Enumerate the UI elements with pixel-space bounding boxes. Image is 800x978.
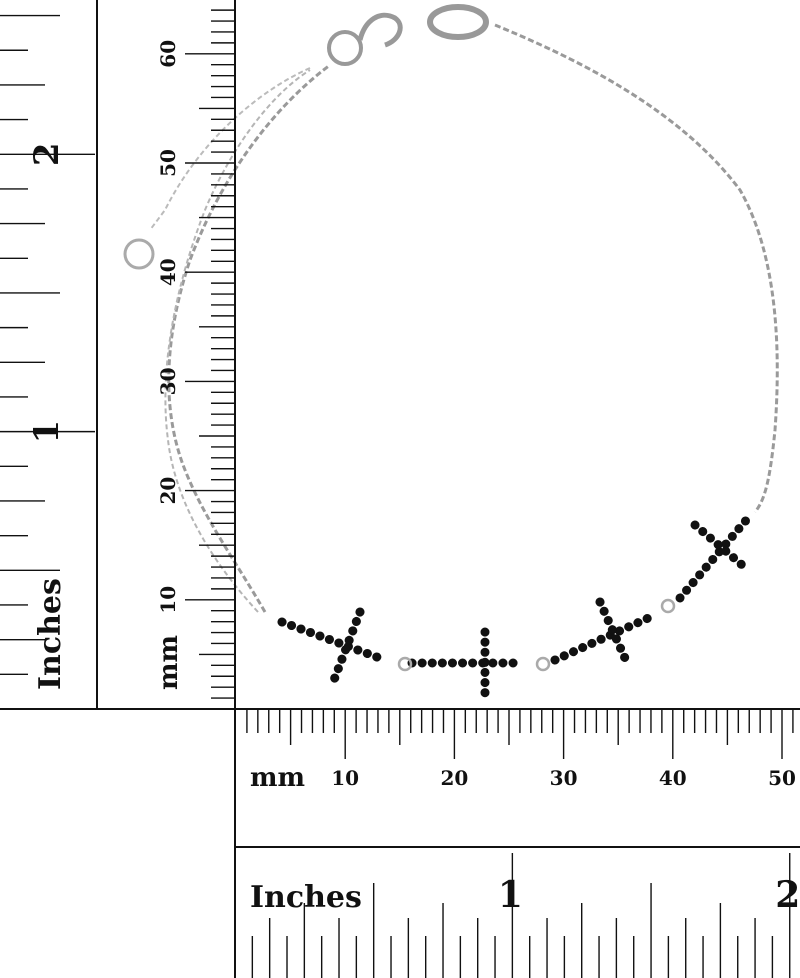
ruler-number: 10 xyxy=(331,766,359,790)
ruler-number: 1 xyxy=(27,420,67,444)
ruler-label: mm xyxy=(154,635,184,690)
ruler-number: 20 xyxy=(440,766,468,790)
ruler-number: 40 xyxy=(156,258,180,286)
ruler-number: 2 xyxy=(775,874,800,916)
ruler-number: 1 xyxy=(498,874,523,916)
ruler-ticks xyxy=(0,9,794,978)
ruler-number: 10 xyxy=(156,586,180,614)
ruler-number: 60 xyxy=(156,40,180,68)
ruler-label: Inches xyxy=(33,578,68,690)
ruler-label: mm xyxy=(250,763,305,793)
ruler-label: Inches xyxy=(250,880,362,915)
ruler-number: 30 xyxy=(156,367,180,395)
ruler-number: 30 xyxy=(550,766,578,790)
ruler-number: 20 xyxy=(156,477,180,505)
ruler-number: 40 xyxy=(659,766,687,790)
bracelet-photo xyxy=(123,4,779,705)
ruler-number: 2 xyxy=(27,142,67,166)
ruler-number: 50 xyxy=(768,766,796,790)
ruler-number: 50 xyxy=(156,149,180,177)
